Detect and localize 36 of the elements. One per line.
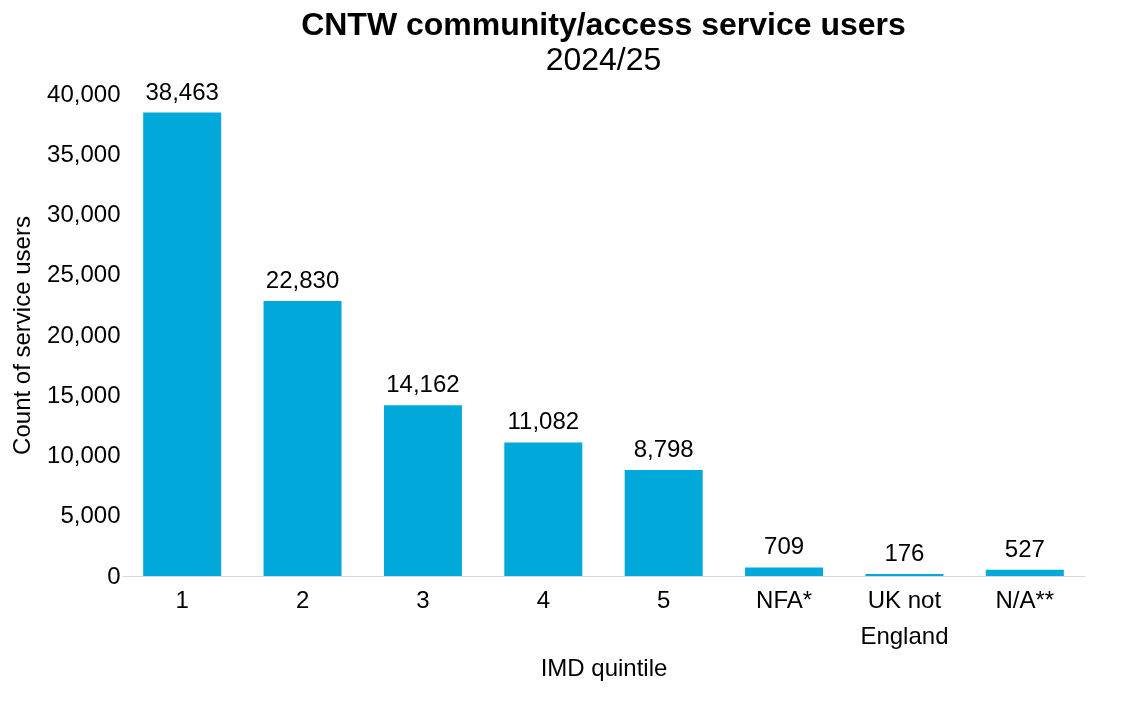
data-label: 8,798 [633,434,694,462]
bar [143,112,222,576]
data-label: 14,162 [386,370,460,398]
data-label: 11,082 [507,407,580,435]
x-tick-label: 4 [536,585,550,613]
bar [624,469,703,576]
bar [745,567,824,576]
y-tick-label: 10,000 [47,441,121,468]
data-label: 176 [884,538,925,566]
x-tick-label: 5 [657,585,671,613]
bar [865,573,944,576]
data-label: 38,463 [145,77,219,105]
y-tick-label: 15,000 [47,380,121,408]
bar [985,569,1064,576]
x-tick-label: NFA* [756,585,813,613]
y-tick-label: 0 [107,561,121,589]
y-axis-title: Count of service users [8,216,36,455]
y-tick-label: 30,000 [47,200,121,227]
x-tick-label: 2 [295,585,310,613]
y-tick-label: 25,000 [47,260,121,288]
bar [504,442,583,576]
y-tick-label: 35,000 [47,139,121,167]
x-tick-label: UK not England [860,585,949,649]
data-label: 22,830 [265,265,340,293]
data-label: 709 [764,532,805,560]
chart-title: CNTW community/access service users [301,5,906,42]
y-tick-label: 20,000 [47,320,121,348]
x-axis-title: IMD quintile [540,653,668,681]
x-tick-label: N/A** [995,585,1055,613]
x-tick-label: 1 [175,585,189,613]
data-label: 527 [1004,534,1045,562]
y-tick-label: 40,000 [47,79,121,107]
y-tick-label: 5,000 [60,501,121,529]
bar [263,300,342,576]
x-tick-label: 3 [416,585,430,613]
bar [383,405,462,576]
